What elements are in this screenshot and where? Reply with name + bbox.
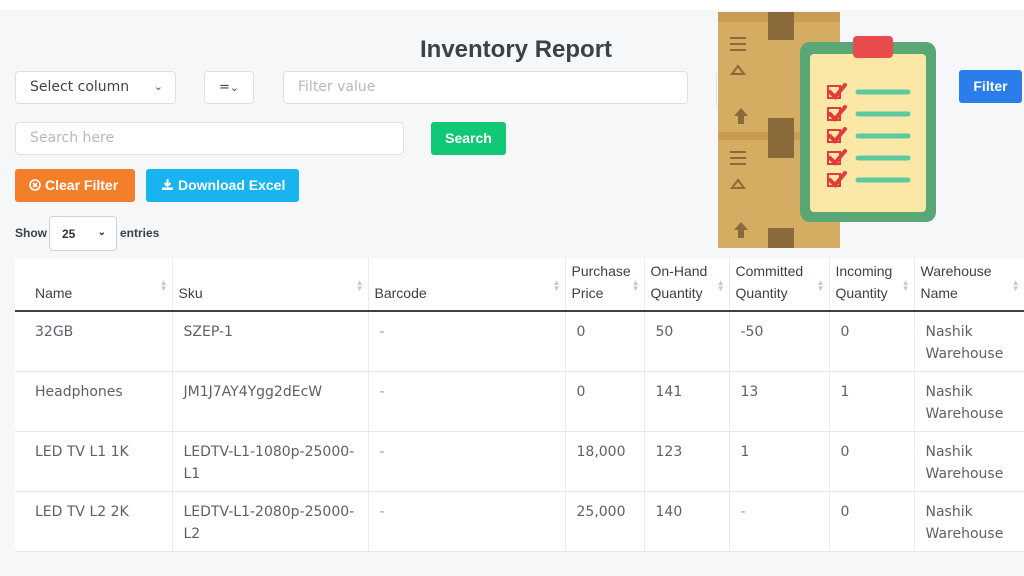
search-placeholder: Search here — [30, 130, 115, 146]
clear-filter-label: Clear Filter — [45, 177, 119, 193]
operator-select-value: = — [219, 80, 230, 95]
column-header-label: Purchase — [571, 263, 631, 279]
filter-value-placeholder: Filter value — [298, 79, 376, 95]
column-header-label: Quantity — [650, 285, 703, 301]
chevron-down-icon: ⌄ — [229, 81, 240, 94]
clear-filter-button[interactable]: Clear Filter — [15, 169, 135, 202]
inventory-clipboard-illustration — [708, 10, 948, 250]
table-cell: Nashik Warehouse — [914, 371, 1024, 432]
entries-select[interactable]: 25 ⌄ — [49, 216, 117, 251]
column-header-label: Quantity — [835, 285, 888, 301]
table-cell: - — [368, 431, 566, 492]
column-select[interactable]: Select column ⌄ — [15, 71, 176, 104]
table-cell: 141 — [644, 371, 730, 432]
sort-icon[interactable]: ▲ ▼ — [159, 278, 168, 293]
table-cell: 140 — [644, 491, 730, 552]
operator-select[interactable]: =⌄ — [204, 71, 254, 104]
column-header-label: Sku — [178, 285, 203, 301]
column-header[interactable]: Barcode ▲ ▼ — [368, 258, 566, 312]
table-cell: -50 — [729, 311, 830, 372]
sort-icon[interactable]: ▲ ▼ — [816, 278, 825, 293]
table-cell: Nashik Warehouse — [914, 491, 1024, 552]
table-cell: 0 — [565, 311, 645, 372]
table-cell: LED TV L1 1K — [15, 431, 173, 492]
table-row: LED TV L1 1K LEDTV-L1-1080p-25000-L1-18,0… — [15, 431, 1024, 492]
column-header-label: Warehouse — [920, 263, 992, 279]
table-row: LED TV L2 2K LEDTV-L1-2080p-25000-L2-25,0… — [15, 491, 1024, 552]
table-cell: Nashik Warehouse — [914, 311, 1024, 372]
column-header-label: Quantity — [735, 285, 788, 301]
download-excel-label: Download Excel — [178, 177, 286, 193]
chevron-down-icon: ⌄ — [153, 80, 163, 93]
column-select-value: Select column — [30, 79, 130, 95]
column-header[interactable]: Incoming Quantity ▲ ▼ — [829, 258, 915, 312]
column-header-label: Name — [920, 285, 958, 301]
table-cell: SZEP-1 — [172, 311, 369, 372]
table-cell: 13 — [729, 371, 830, 432]
table-row: Headphones JM1J7AY4Ygg2dEcW -0 141 13 1 Nashik… — [15, 371, 1024, 432]
filter-button[interactable]: Filter — [959, 70, 1022, 103]
column-header[interactable]: Name ▲ ▼ — [15, 258, 173, 312]
chevron-down-icon: ⌄ — [97, 227, 106, 238]
column-header-label: Incoming — [835, 263, 893, 279]
sort-icon[interactable]: ▲ ▼ — [1011, 278, 1020, 293]
column-header[interactable]: Purchase Price ▲ ▼ — [565, 258, 645, 312]
table-header-row: Name ▲ ▼ Sku ▲ ▼ Barcode ▲ ▼ Purchase Price ▲ ▼ On-Ha… — [15, 258, 1024, 312]
download-icon — [161, 169, 174, 202]
table-cell: 123 — [644, 431, 730, 492]
inventory-table: Name ▲ ▼ Sku ▲ ▼ Barcode ▲ ▼ Purchase Price ▲ ▼ On-Ha… — [15, 258, 1024, 552]
column-header[interactable]: Warehouse Name ▲ ▼ — [914, 258, 1024, 312]
entries-select-value: 25 — [62, 227, 76, 241]
table-row: 32GB SZEP-1-0 50 -50 0 Nashik Warehouse — [15, 311, 1024, 372]
table-cell: - — [368, 491, 566, 552]
table-cell: 0 — [829, 431, 915, 492]
table-cell: LED TV L2 2K — [15, 491, 173, 552]
table-cell: 1 — [729, 431, 830, 492]
table-cell: 0 — [829, 311, 915, 372]
page-title: Inventory Report — [420, 36, 613, 63]
sort-icon[interactable]: ▲ ▼ — [716, 278, 725, 293]
sort-icon[interactable]: ▲ ▼ — [631, 278, 640, 293]
table-cell: JM1J7AY4Ygg2dEcW — [172, 371, 369, 432]
table-cell: - — [368, 311, 566, 372]
show-label: Show — [15, 226, 47, 240]
times-circle-icon — [29, 169, 41, 202]
sort-icon[interactable]: ▲ ▼ — [355, 278, 364, 293]
table-cell: Headphones — [15, 371, 173, 432]
column-header[interactable]: Sku ▲ ▼ — [172, 258, 369, 312]
column-header-label: Barcode — [374, 285, 427, 301]
table-cell: 18,000 — [565, 431, 645, 492]
column-header-label: Committed — [735, 263, 804, 279]
filter-value-input[interactable]: Filter value — [283, 71, 688, 104]
sort-icon[interactable]: ▲ ▼ — [901, 278, 910, 293]
table-cell: 0 — [565, 371, 645, 432]
sort-icon[interactable]: ▲ ▼ — [552, 278, 561, 293]
column-header[interactable]: Committed Quantity ▲ ▼ — [729, 258, 830, 312]
download-excel-button[interactable]: Download Excel — [146, 169, 299, 202]
column-header-label: On-Hand — [650, 263, 708, 279]
search-input[interactable]: Search here — [15, 122, 404, 155]
inventory-report-page: Inventory Report Select column ⌄ =⌄ Filt… — [0, 10, 1024, 576]
entries-label: entries — [120, 226, 160, 240]
table-cell: 25,000 — [565, 491, 645, 552]
table-cell: 50 — [644, 311, 730, 372]
column-header-label: Price — [571, 285, 604, 301]
table-cell: LEDTV-L1-1080p-25000-L1 — [172, 431, 369, 492]
table-cell: Nashik Warehouse — [914, 431, 1024, 492]
column-header-label: Name — [35, 285, 73, 301]
table-cell: 1 — [829, 371, 915, 432]
search-button[interactable]: Search — [431, 122, 506, 155]
table-cell: 0 — [829, 491, 915, 552]
table-cell: - — [368, 371, 566, 432]
column-header[interactable]: On-Hand Quantity ▲ ▼ — [644, 258, 730, 312]
table-cell: LEDTV-L1-2080p-25000-L2 — [172, 491, 369, 552]
table-cell: - — [729, 491, 830, 552]
table-cell: 32GB — [15, 311, 173, 372]
